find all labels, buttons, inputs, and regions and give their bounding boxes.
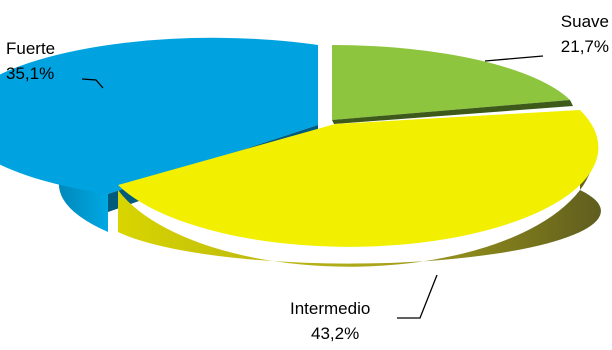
data-label-fuerte-name: Fuerte xyxy=(6,39,55,58)
pie-slice-suave xyxy=(332,44,573,124)
pie-slice-intermedio-top xyxy=(118,110,599,247)
leader-line-fuerte xyxy=(81,78,104,89)
data-label-fuerte-value: 35,1% xyxy=(6,64,54,83)
data-label-intermedio-name: Intermedio xyxy=(290,299,370,318)
data-label-suave-name: Suave xyxy=(561,12,609,31)
data-label-fuerte: Fuerte 35,1% xyxy=(6,39,104,89)
data-label-suave: Suave 21,7% xyxy=(484,12,609,62)
pie-slice-intermedio xyxy=(118,110,601,267)
data-label-suave-value: 21,7% xyxy=(561,37,609,56)
data-label-intermedio-value: 43,2% xyxy=(311,324,359,343)
pie-slice-suave-cut xyxy=(332,100,573,124)
pie-slice-fuerte-side xyxy=(58,125,108,232)
leader-line-intermedio xyxy=(397,274,438,319)
data-label-intermedio: Intermedio 43,2% xyxy=(290,274,438,343)
pie-slice-fuerte-top xyxy=(0,37,318,194)
leader-line-suave xyxy=(484,55,544,62)
pie-slice-suave-top xyxy=(332,44,570,120)
